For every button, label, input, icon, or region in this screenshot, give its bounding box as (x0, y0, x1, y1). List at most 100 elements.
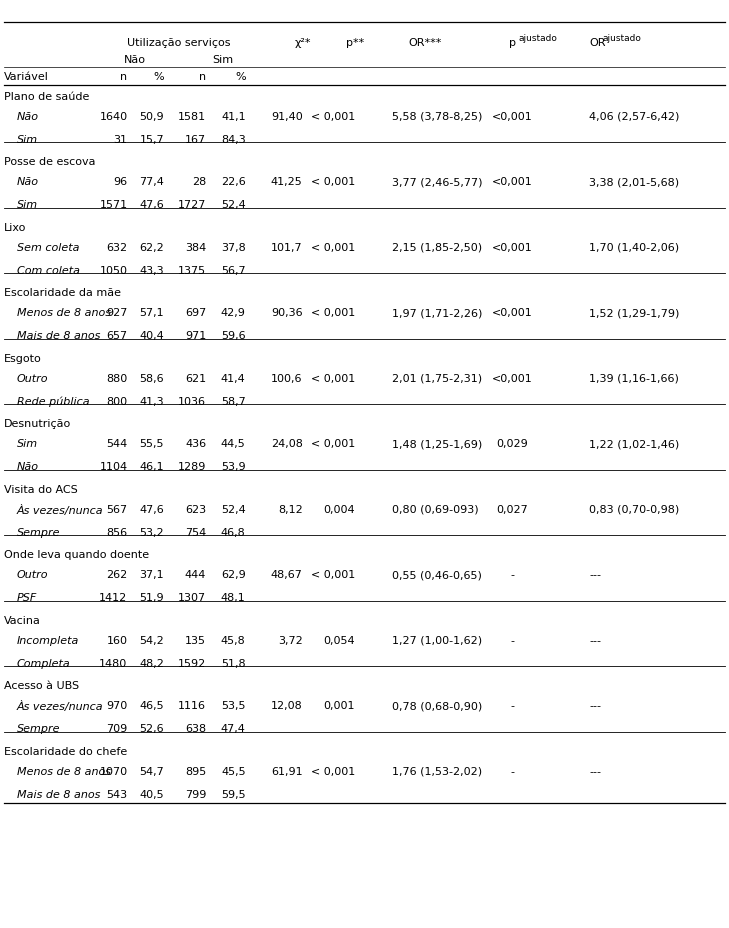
Text: -: - (510, 570, 515, 580)
Text: 62,2: 62,2 (139, 242, 164, 252)
Text: 1289: 1289 (178, 461, 206, 471)
Text: -: - (510, 635, 515, 645)
Text: 96: 96 (114, 177, 128, 187)
Text: 160: 160 (106, 635, 128, 645)
Text: ---: --- (589, 766, 601, 776)
Text: 62,9: 62,9 (221, 570, 246, 580)
Text: 43,3: 43,3 (139, 265, 164, 276)
Text: Sim: Sim (17, 135, 38, 145)
Text: 621: 621 (185, 373, 206, 383)
Text: 1375: 1375 (178, 265, 206, 276)
Text: Sim: Sim (17, 439, 38, 449)
Text: 0,78 (0,68-0,90): 0,78 (0,68-0,90) (392, 701, 483, 711)
Text: Rede pública: Rede pública (17, 396, 90, 406)
Text: Outro: Outro (17, 570, 48, 580)
Text: 91,40: 91,40 (270, 112, 303, 122)
Text: Às vezes/nunca: Às vezes/nunca (17, 504, 104, 515)
Text: 52,6: 52,6 (139, 723, 164, 733)
Text: n: n (199, 71, 206, 82)
Text: 2,01 (1,75-2,31): 2,01 (1,75-2,31) (392, 373, 483, 383)
Text: Mais de 8 anos: Mais de 8 anos (17, 789, 100, 799)
Text: 46,5: 46,5 (139, 701, 164, 711)
Text: 0,80 (0,69-093): 0,80 (0,69-093) (392, 504, 479, 514)
Text: 0,029: 0,029 (496, 439, 529, 449)
Text: 46,1: 46,1 (139, 461, 164, 471)
Text: 40,4: 40,4 (139, 330, 164, 341)
Text: 46,8: 46,8 (221, 527, 246, 537)
Text: 1,70 (1,40-2,06): 1,70 (1,40-2,06) (589, 242, 679, 252)
Text: < 0,001: < 0,001 (311, 570, 355, 580)
Text: p: p (509, 38, 516, 48)
Text: 40,5: 40,5 (139, 789, 164, 799)
Text: 262: 262 (106, 570, 128, 580)
Text: 0,83 (0,70-0,98): 0,83 (0,70-0,98) (589, 504, 679, 514)
Text: Sempre: Sempre (17, 527, 61, 537)
Text: 61,91: 61,91 (271, 766, 303, 776)
Text: n: n (120, 71, 128, 82)
Text: Com coleta: Com coleta (17, 265, 79, 276)
Text: 1,52 (1,29-1,79): 1,52 (1,29-1,79) (589, 308, 679, 318)
Text: Desnutrição: Desnutrição (4, 419, 71, 429)
Text: 638: 638 (185, 723, 206, 733)
Text: 41,3: 41,3 (139, 396, 164, 406)
Text: Variável: Variável (4, 71, 49, 82)
Text: 1,97 (1,71-2,26): 1,97 (1,71-2,26) (392, 308, 483, 318)
Text: 709: 709 (106, 723, 128, 733)
Text: 51,8: 51,8 (221, 658, 246, 668)
Text: 799: 799 (185, 789, 206, 799)
Text: Não: Não (124, 55, 146, 65)
Text: 31: 31 (114, 135, 128, 145)
Text: 436: 436 (185, 439, 206, 449)
Text: 53,2: 53,2 (139, 527, 164, 537)
Text: <0,001: <0,001 (492, 308, 533, 318)
Text: 3,72: 3,72 (278, 635, 303, 645)
Text: 384: 384 (185, 242, 206, 252)
Text: -: - (510, 701, 515, 711)
Text: Não: Não (17, 112, 39, 122)
Text: < 0,001: < 0,001 (311, 308, 355, 318)
Text: 84,3: 84,3 (221, 135, 246, 145)
Text: Às vezes/nunca: Às vezes/nunca (17, 701, 104, 712)
Text: 754: 754 (185, 527, 206, 537)
Text: < 0,001: < 0,001 (311, 242, 355, 252)
Text: 5,58 (3,78-8,25): 5,58 (3,78-8,25) (392, 112, 483, 122)
Text: 880: 880 (106, 373, 128, 383)
Text: 3,77 (2,46-5,77): 3,77 (2,46-5,77) (392, 177, 483, 187)
Text: <0,001: <0,001 (492, 373, 533, 383)
Text: Acesso à UBS: Acesso à UBS (4, 680, 79, 690)
Text: 48,1: 48,1 (221, 592, 246, 602)
Text: 657: 657 (106, 330, 128, 341)
Text: 100,6: 100,6 (271, 373, 303, 383)
Text: 135: 135 (185, 635, 206, 645)
Text: 48,67: 48,67 (270, 570, 303, 580)
Text: 4,06 (2,57-6,42): 4,06 (2,57-6,42) (589, 112, 679, 122)
Text: 59,6: 59,6 (221, 330, 246, 341)
Text: Incompleta: Incompleta (17, 635, 79, 645)
Text: 895: 895 (185, 766, 206, 776)
Text: 45,8: 45,8 (221, 635, 246, 645)
Text: Sim: Sim (212, 55, 233, 65)
Text: <0,001: <0,001 (492, 112, 533, 122)
Text: Outro: Outro (17, 373, 48, 383)
Text: Menos de 8 anos: Menos de 8 anos (17, 308, 111, 318)
Text: 1,76 (1,53-2,02): 1,76 (1,53-2,02) (392, 766, 483, 776)
Text: 800: 800 (106, 396, 128, 406)
Text: 544: 544 (106, 439, 128, 449)
Text: 58,7: 58,7 (221, 396, 246, 406)
Text: 42,9: 42,9 (221, 308, 246, 318)
Text: 1,22 (1,02-1,46): 1,22 (1,02-1,46) (589, 439, 679, 449)
Text: 1581: 1581 (178, 112, 206, 122)
Text: 47,4: 47,4 (221, 723, 246, 733)
Text: 856: 856 (106, 527, 128, 537)
Text: 15,7: 15,7 (139, 135, 164, 145)
Text: 47,6: 47,6 (139, 200, 164, 210)
Text: 56,7: 56,7 (221, 265, 246, 276)
Text: 971: 971 (185, 330, 206, 341)
Text: Utilização serviços: Utilização serviços (127, 38, 230, 48)
Text: 47,6: 47,6 (139, 504, 164, 514)
Text: 59,5: 59,5 (221, 789, 246, 799)
Text: 1104: 1104 (99, 461, 128, 471)
Text: 12,08: 12,08 (270, 701, 303, 711)
Text: 1571: 1571 (99, 200, 128, 210)
Text: 1116: 1116 (179, 701, 206, 711)
